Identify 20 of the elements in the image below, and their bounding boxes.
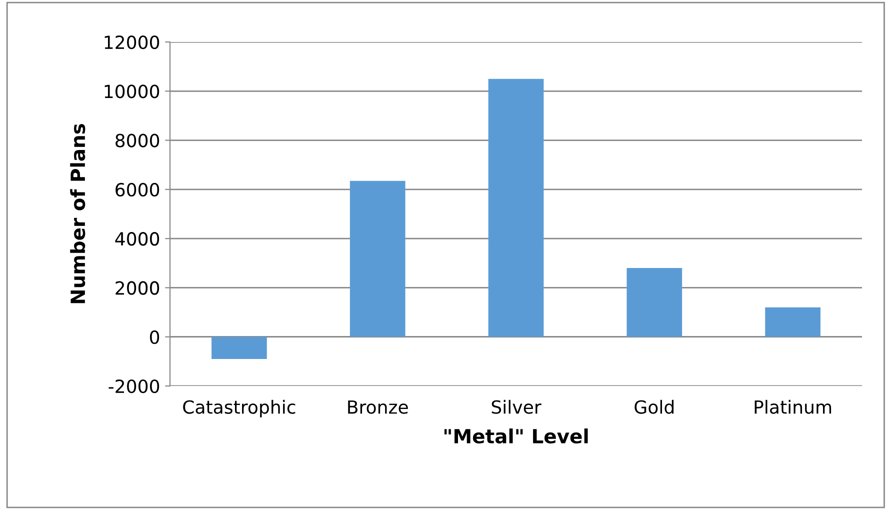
y-tick-label: 10000: [104, 84, 160, 98]
y-tick-label: 2000: [116, 281, 160, 295]
y-tick-label: 6000: [116, 182, 160, 197]
y-tick-label: 0: [150, 330, 160, 344]
x-tick-label: Platinum: [754, 400, 832, 414]
bar: [350, 180, 406, 337]
y-axis-title: Number of Plans: [70, 124, 86, 304]
x-tick-label: Bronze: [348, 400, 408, 414]
y-tick-label: 8000: [116, 134, 160, 148]
bar: [626, 268, 682, 337]
y-tick-label: 12000: [104, 35, 160, 50]
bar: [488, 78, 544, 337]
x-tick-label: Catastrophic: [183, 400, 296, 418]
x-tick-label: Silver: [492, 400, 542, 414]
y-tick-label: -2000: [108, 379, 160, 394]
bar: [212, 336, 267, 359]
x-tick-label: Gold: [634, 400, 674, 414]
y-tick-label: 4000: [115, 232, 160, 246]
bar: [765, 307, 820, 337]
x-axis-title: "Metal" Level: [444, 428, 588, 444]
